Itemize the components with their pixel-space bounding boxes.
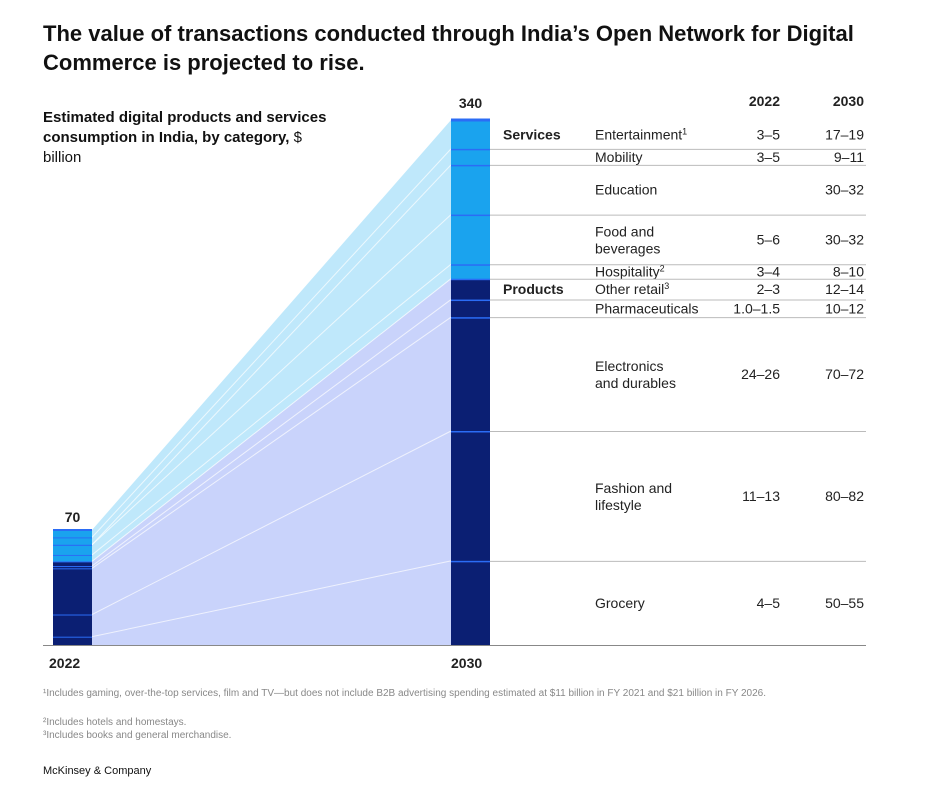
- bar-2030-segment: [451, 317, 490, 431]
- value-2030: 30–32: [825, 182, 864, 198]
- footnote-2: ²Includes hotels and homestays.: [43, 717, 187, 728]
- value-2030: 70–72: [825, 366, 864, 382]
- value-2030: 50–55: [825, 595, 864, 611]
- flow-separator: [91, 164, 452, 546]
- total-2030-label: 340: [459, 95, 483, 111]
- category-label: Other retail3: [595, 281, 669, 297]
- bar-2030-segment: [451, 278, 490, 300]
- category-label-line2: lifestyle: [595, 497, 642, 513]
- value-2022: 24–26: [741, 366, 780, 382]
- bar-2022-segment: [53, 636, 92, 645]
- bar-2030-segment: [451, 214, 490, 265]
- footnote-3: ³Includes books and general merchandise.: [43, 730, 232, 741]
- bar-2030-segment: [451, 430, 490, 561]
- value-2030: 9–11: [834, 149, 864, 165]
- column-header-2022: 2022: [749, 93, 780, 109]
- value-2030: 10–12: [825, 300, 864, 316]
- footnote-marker: 3: [664, 281, 669, 291]
- x-axis-label-2030: 2030: [451, 655, 482, 671]
- category-label-line1: Food and: [595, 223, 654, 239]
- flow-separator: [91, 263, 452, 556]
- bar-2022-segment: [53, 530, 92, 538]
- x-axis-label-2022: 2022: [49, 655, 80, 671]
- flow-separator: [91, 299, 452, 567]
- group-label-services: Services: [503, 126, 561, 142]
- brand-logo-text: McKinsey & Company: [43, 765, 152, 777]
- bar-2022-segment: [53, 568, 92, 615]
- value-2022: 3–5: [757, 126, 781, 142]
- flow-separator: [91, 316, 452, 569]
- value-2030: 12–14: [825, 281, 864, 297]
- category-label: Hospitality2: [595, 263, 665, 279]
- category-label-line2: beverages: [595, 240, 660, 256]
- bar-2030-divider: [451, 118, 490, 122]
- flow-separator: [91, 214, 452, 546]
- bar-2022-segment: [53, 561, 92, 567]
- footnote-1: ¹Includes gaming, over-the-top services,…: [43, 688, 767, 699]
- products-flow-band: [92, 278, 451, 645]
- value-2022: 4–5: [757, 595, 781, 611]
- category-label: Education: [595, 182, 657, 198]
- flow-separator: [91, 148, 452, 538]
- category-label: Entertainment1: [595, 126, 687, 142]
- bar-2030-segment: [451, 560, 490, 645]
- bar-2030-segment: [451, 120, 490, 149]
- services-flow-band: [92, 120, 451, 562]
- category-label-line1: Fashion and: [595, 480, 672, 496]
- subtitle-unit: $ billion: [43, 129, 302, 166]
- value-2022: 2–3: [757, 281, 781, 297]
- footnote-marker: 1: [682, 126, 687, 136]
- bar-2022-divider: [53, 529, 92, 531]
- value-2030: 30–32: [825, 231, 864, 247]
- total-2022-label: 70: [65, 509, 81, 525]
- value-2022: 11–13: [742, 488, 780, 504]
- bar-2022-segment: [53, 614, 92, 637]
- value-2030: 17–19: [825, 126, 864, 142]
- value-2022: 1.0–1.5: [733, 300, 780, 316]
- column-header-2030: 2030: [833, 93, 864, 109]
- value-2030: 80–82: [825, 488, 864, 504]
- category-label-line1: Electronics: [595, 358, 663, 374]
- bar-2030-segment: [451, 148, 490, 165]
- value-2022: 3–5: [757, 149, 781, 165]
- bar-2022-segment: [53, 537, 92, 545]
- bar-2030-segment: [451, 299, 490, 318]
- category-label: Mobility: [595, 149, 642, 165]
- bar-2022-segment: [53, 566, 92, 569]
- value-2030: 8–10: [833, 263, 864, 279]
- value-2022: 5–6: [757, 231, 781, 247]
- flow-separator: [91, 430, 452, 615]
- bar-2030-segment: [451, 164, 490, 215]
- category-label: Pharmaceuticals: [595, 300, 699, 316]
- flow-separator: [91, 278, 452, 562]
- bar-2030-segment: [451, 264, 490, 279]
- bar-2022-segment: [53, 544, 92, 555]
- value-2022: 3–4: [757, 263, 781, 279]
- chart-title: The value of transactions conducted thro…: [43, 21, 854, 75]
- category-label-line2: and durables: [595, 375, 676, 391]
- subtitle-bold: Estimated digital products and services …: [43, 109, 327, 146]
- footnote-marker: 2: [660, 263, 665, 273]
- flow-separator: [91, 560, 452, 638]
- category-label: Grocery: [595, 595, 645, 611]
- chart-subtitle: Estimated digital products and services …: [43, 108, 343, 168]
- bar-2022-segment: [53, 554, 92, 562]
- group-label-products: Products: [503, 281, 564, 297]
